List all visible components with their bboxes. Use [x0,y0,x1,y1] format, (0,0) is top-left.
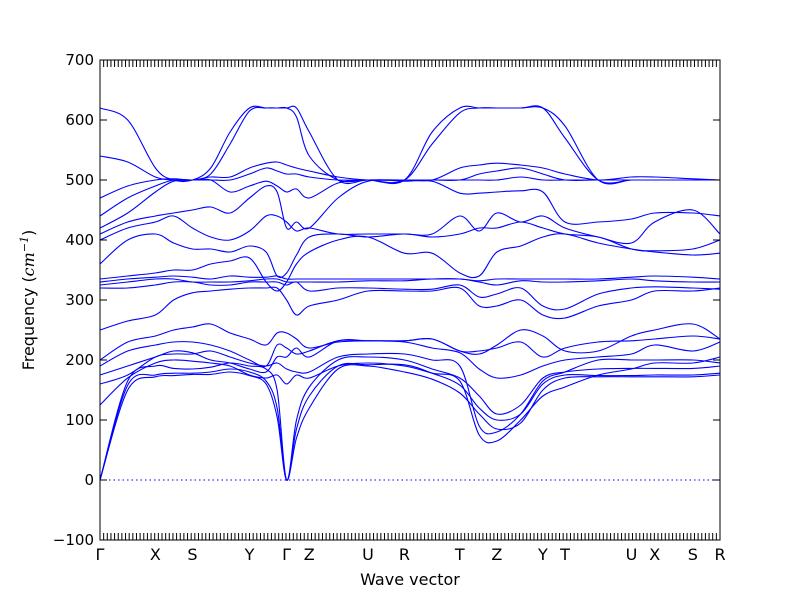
y-axis-unit-base: cm [19,252,38,276]
band-19 [99,105,720,184]
band-1 [99,362,721,481]
band-6 [99,335,721,368]
x-tick-label: Y [244,545,255,564]
band-12 [99,233,721,292]
band-0 [99,364,721,481]
x-tick-label: T [559,545,570,564]
x-axis-title: Wave vector [360,570,460,589]
band-5 [99,339,721,379]
x-tick-label: Γ [96,545,105,564]
x-tick-label: R [714,545,725,564]
x-tick-label: U [626,545,638,564]
plot-frame [99,59,721,541]
y-tick-label: 600 [65,111,94,129]
x-tick-label: T [454,545,465,564]
band-20 [99,105,720,185]
y-tick-label: 700 [65,51,94,69]
x-tick-label: X [150,545,161,564]
y-tick-label: 500 [65,171,94,189]
y-axis: −100 0 100 200 300 400 500 600 700 [53,51,720,549]
y-tick-label: 0 [84,471,94,489]
x-tick-label: X [649,545,660,564]
band-3 [99,356,721,444]
band-17 [99,167,720,217]
y-axis-title-text: Frequency [19,288,38,371]
x-tick-label: Z [491,545,502,564]
band-11 [99,275,721,283]
band-13 [99,221,721,279]
y-tick-label: −100 [53,531,94,549]
band-14 [99,209,721,245]
y-tick-label: 400 [65,231,94,249]
y-axis-title: Frequency (cm−1) [18,230,38,371]
band-7 [99,323,721,361]
band-10 [99,278,721,286]
y-tick-label: 300 [65,291,94,309]
x-tick-label: Z [304,545,315,564]
plot-area [99,59,721,541]
x-tick-label: S [187,545,197,564]
x-tick-label: Y [537,545,548,564]
x-tick-label: Γ [282,545,291,564]
band-8 [99,286,721,331]
x-tick-label: U [362,545,374,564]
band-16 [99,176,720,229]
band-9 [99,281,721,311]
x-tick-label: S [688,545,698,564]
y-tick-label: 200 [65,351,94,369]
y-tick-label: 100 [65,411,94,429]
band-4 [99,350,721,435]
x-tick-label: R [399,545,410,564]
band-15 [99,179,721,235]
y-axis-unit-exponent: −1 [18,236,31,252]
phonon-bands [99,105,721,481]
band-2 [99,356,721,481]
